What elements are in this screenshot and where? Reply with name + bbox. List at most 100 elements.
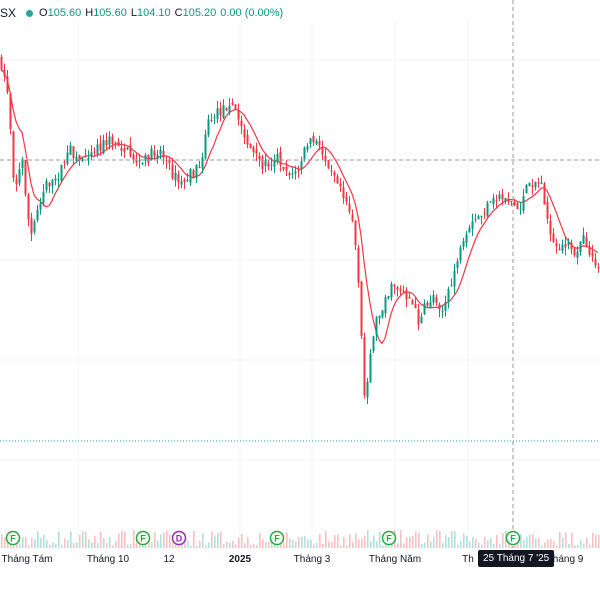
volume-bar — [361, 539, 363, 548]
ma-path — [0, 68, 599, 345]
volume-bar — [82, 531, 84, 548]
time-axis[interactable]: Tháng Tám Tháng 10 12 2025 Tháng 3 Tháng… — [0, 548, 600, 572]
volume-bar — [25, 537, 27, 548]
candle-body — [555, 243, 558, 247]
candle-body — [573, 248, 576, 256]
volume-bar — [325, 530, 327, 548]
candle-body — [405, 289, 408, 300]
dividend-marker-icon[interactable]: F — [135, 530, 151, 546]
volume-bar — [577, 544, 579, 548]
candle-body — [339, 183, 342, 187]
candle-body — [318, 140, 321, 146]
volume-bar — [4, 537, 6, 548]
low-label: L — [130, 7, 137, 19]
volume-bar — [424, 542, 426, 548]
volume-bar — [418, 532, 420, 548]
candle-body — [168, 160, 171, 163]
volume-bar — [532, 534, 534, 548]
candle-body — [372, 336, 375, 352]
candle-body — [93, 151, 96, 153]
volume-bar — [346, 545, 348, 548]
volume-bar — [154, 532, 156, 548]
candle-body — [411, 300, 414, 305]
candle-body — [84, 155, 87, 158]
volume-bar — [64, 538, 66, 548]
dividend-marker-icon[interactable]: F — [505, 530, 521, 546]
volume-bar — [115, 541, 117, 548]
dividend-marker-icon[interactable]: F — [381, 530, 397, 546]
volume-bar — [433, 537, 435, 548]
volume-bar — [235, 544, 237, 548]
volume-bar — [253, 543, 255, 548]
candle-body — [330, 170, 333, 172]
candle-body — [516, 202, 519, 210]
candle-body — [24, 160, 27, 195]
candle-body — [426, 302, 429, 306]
volume-bar — [196, 545, 198, 548]
candle-body — [285, 166, 288, 171]
volume-bar — [160, 534, 162, 548]
volume-bar — [85, 531, 87, 548]
candle-body — [234, 104, 237, 110]
candle-body — [387, 295, 390, 299]
volume-bar — [448, 537, 450, 548]
volume-bar — [157, 540, 159, 548]
volume-bar — [199, 540, 201, 548]
candle-body — [495, 200, 498, 202]
candle-body — [69, 145, 72, 155]
candle-body — [117, 141, 120, 146]
volume-bar — [250, 544, 252, 548]
volume-bar — [382, 545, 384, 548]
candle-body — [78, 155, 81, 160]
volume-bar — [214, 535, 216, 548]
candle-body — [108, 136, 111, 145]
volume-bar — [496, 534, 498, 548]
candle-body — [378, 315, 381, 319]
symbol-name[interactable]: SX — [0, 6, 17, 20]
candle-body — [297, 169, 300, 171]
candle-body — [468, 227, 471, 233]
candle-body — [324, 155, 327, 162]
candle-body — [51, 179, 54, 186]
volume-bar — [436, 530, 438, 548]
candle-body — [63, 161, 66, 163]
candle-body — [582, 235, 585, 244]
candle-body — [483, 213, 486, 215]
chart-grid — [0, 20, 600, 548]
candle-body — [369, 353, 372, 383]
candle-body — [171, 164, 174, 179]
volume-bar — [397, 543, 399, 548]
dividend-marker-icon[interactable]: F — [269, 530, 285, 546]
candle-body — [156, 155, 159, 160]
volume-bar — [457, 544, 459, 548]
volume-bar — [106, 543, 108, 548]
volume-bar — [442, 543, 444, 548]
split-marker-icon[interactable]: D — [171, 530, 187, 546]
candle-body — [309, 138, 312, 144]
volume-bar — [76, 542, 78, 548]
volume-bar — [490, 537, 492, 548]
candle-body — [210, 119, 213, 121]
time-tick: 2025 — [228, 554, 252, 565]
volume-bar — [247, 537, 249, 548]
candle-body — [150, 148, 153, 160]
dividend-marker-icon[interactable]: F — [5, 530, 21, 546]
volume-bar — [244, 543, 246, 548]
volume-bar — [487, 540, 489, 548]
candle-body — [18, 169, 21, 184]
volume-bar — [229, 542, 231, 548]
candle-body — [342, 187, 345, 199]
candle-body — [60, 164, 63, 182]
candle-body — [231, 102, 234, 105]
volume-bar — [547, 539, 549, 548]
volume-bar — [454, 531, 456, 548]
candle-body — [240, 120, 243, 127]
volume-bar — [139, 543, 141, 548]
volume-bar — [550, 538, 552, 548]
candle-body — [276, 153, 279, 162]
volume-bar — [1, 534, 3, 548]
volume-bar — [136, 539, 138, 548]
candle-body — [36, 209, 39, 221]
